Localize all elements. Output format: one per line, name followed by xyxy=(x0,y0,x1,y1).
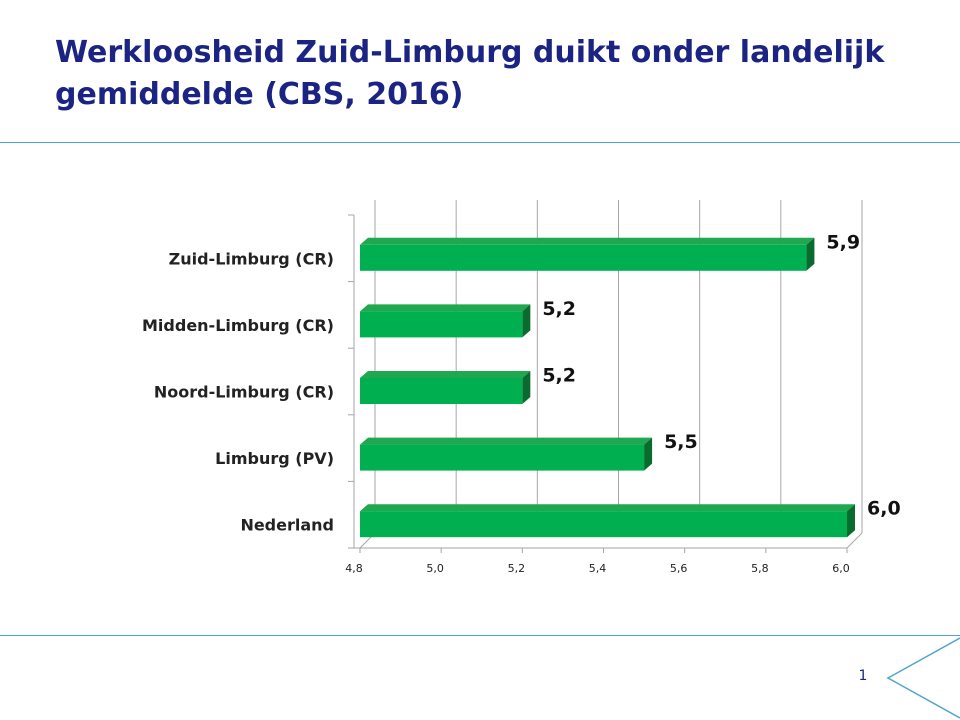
x-tick-label: 4,8 xyxy=(345,562,363,575)
x-tick-label: 5,2 xyxy=(508,562,526,575)
bar xyxy=(360,244,807,271)
bar xyxy=(360,444,645,471)
corner-chevron-decoration xyxy=(886,637,960,719)
data-label: 5,2 xyxy=(542,298,576,320)
bar-top-face xyxy=(360,237,815,245)
axis-floor-edge xyxy=(846,532,863,549)
x-tick-label: 5,0 xyxy=(426,562,444,575)
data-label: 5,9 xyxy=(826,231,860,253)
x-tick-label: 5,4 xyxy=(589,562,607,575)
data-label: 6,0 xyxy=(867,498,901,520)
bar-side-face xyxy=(806,237,815,271)
category-label: Midden-Limburg (CR) xyxy=(142,316,334,335)
category-label: Noord-Limburg (CR) xyxy=(154,383,334,402)
bar xyxy=(360,311,523,338)
category-label: Zuid-Limburg (CR) xyxy=(169,249,334,268)
x-tick-label: 5,6 xyxy=(670,562,688,575)
bar-top-face xyxy=(360,371,531,378)
bar-side-face xyxy=(644,437,653,471)
slide-title: Werkloosheid Zuid-Limburg duikt onder la… xyxy=(55,35,885,112)
top-divider xyxy=(0,142,960,143)
bar-side-face xyxy=(522,304,531,338)
x-tick-label: 5,8 xyxy=(751,562,769,575)
data-label: 5,2 xyxy=(542,365,576,387)
bottom-divider xyxy=(0,635,960,636)
bar-side-face xyxy=(847,504,855,538)
bar-top-face xyxy=(360,504,855,512)
data-label: 5,5 xyxy=(664,431,698,453)
bar-top-face xyxy=(360,304,531,312)
bar xyxy=(360,511,847,538)
category-label: Limburg (PV) xyxy=(215,449,334,468)
bar xyxy=(360,378,523,404)
bar-side-face xyxy=(522,371,531,404)
bar-top-face xyxy=(360,437,653,445)
x-tick-label: 6,0 xyxy=(832,562,850,575)
page-number: 1 xyxy=(858,668,868,684)
category-label: Nederland xyxy=(240,516,334,535)
